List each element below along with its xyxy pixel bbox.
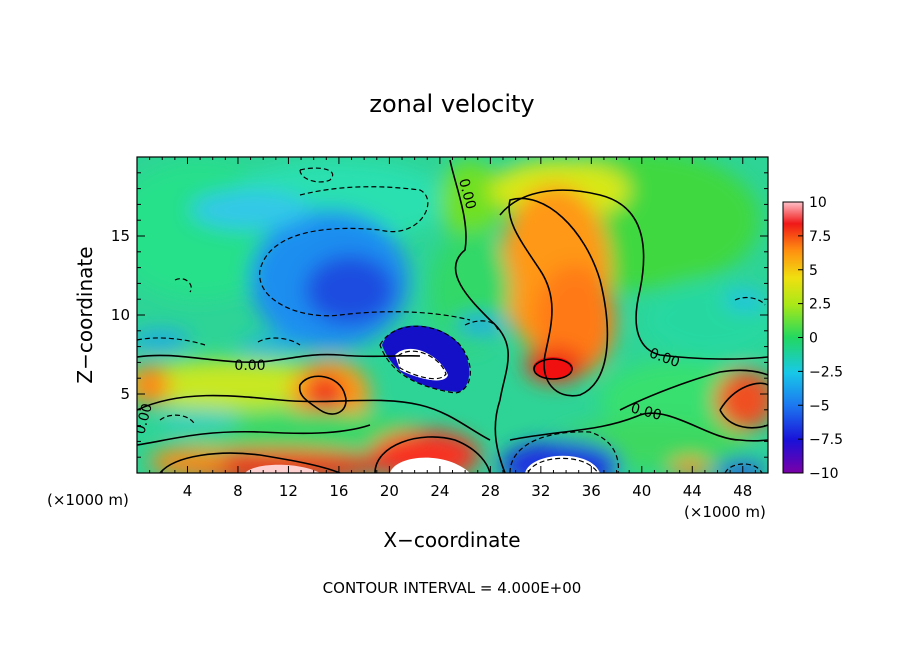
x-tick-label: 36 [582,482,601,500]
heatmap-field: 0.00 0.00 0.00 0.00 0.00 [137,157,768,473]
colorbar-tick-label: 0 [809,331,818,347]
negative-contour [299,167,334,183]
blob [307,375,343,415]
colorbar-tick-label: −7.5 [809,432,843,448]
colorbar-tick-label: −5 [809,398,830,414]
x-tick-label: 16 [329,482,348,500]
blob [715,460,765,473]
x-tick-label: 24 [430,482,449,500]
negative-contour [397,350,447,380]
chart-title: zonal velocity [369,90,534,118]
white-bottom-mid [525,455,600,473]
x-tick-label: 12 [279,482,298,500]
x-unit-left: (×1000 m) [47,491,129,509]
zero-contour [449,159,509,473]
x-axis-label: X−coordinate [383,528,520,552]
blob [670,460,710,473]
colorbar-ticks: 10 7.5 5 2.5 0 −2.5 −5 −7.5 −10 [798,195,843,482]
blob [160,408,240,432]
positive-contour [508,197,609,397]
negative-contour [159,414,196,426]
negative-contour [174,278,192,293]
x-tick-label: 20 [380,482,399,500]
zero-contour [137,353,421,364]
field-blobs [137,157,768,473]
y-tick-label: 15 [111,227,130,245]
x-tick-label: 28 [481,482,500,500]
blob [370,430,480,473]
x-unit-right: (×1000 m) [684,503,766,521]
x-tick-label: 32 [531,482,550,500]
contour-label: 0.00 [629,400,663,424]
blob [305,255,395,325]
colorbar-tick-label: 5 [809,263,818,279]
blob [137,365,170,405]
neg-contours [137,167,766,473]
x-tick-label: 44 [683,482,702,500]
colorbar-tick-label: 2.5 [809,297,831,313]
positive-contour [159,452,341,473]
colorbar-tick-label: −2.5 [809,364,843,380]
zero-contour [137,394,491,441]
zero-contour [509,412,768,442]
x-tick-label: 40 [632,482,651,500]
contour-interval-note: CONTOUR INTERVAL = 4.000E+00 [323,579,582,597]
blob [725,290,765,310]
positive-contour [298,375,347,415]
blob [715,370,768,430]
blob [190,190,310,230]
negative-contour [379,325,471,394]
blob [600,360,760,440]
x-axis: 4 8 12 16 20 24 28 32 36 40 44 48 [149,157,756,500]
positive-contour [374,436,491,473]
colorbar-tick-label: 10 [809,195,827,211]
negative-contour [509,431,619,473]
blob [240,337,300,353]
x-tick-label: 8 [233,482,243,500]
negative-contour [724,463,763,473]
blob [137,330,190,350]
contours [137,159,768,473]
contour-label: 0.00 [234,358,265,374]
x-tick-label: 48 [733,482,752,500]
contour-label: 0.00 [455,177,479,211]
y-axis-label: Z−coordinate [73,246,97,383]
colorbar-tick-label: 7.5 [809,229,831,245]
colorbar-tick-label: −10 [809,466,839,482]
white-bottom-left [390,457,470,473]
zero-contour [137,424,371,446]
y-tick-label: 10 [111,306,130,324]
negative-contour [259,186,471,321]
zero-contour [499,189,768,360]
zero-contour [619,369,768,411]
y-tick-label: 5 [120,385,130,403]
blob [150,448,230,472]
y-axis: 5 10 15 [111,172,768,458]
negative-contour [257,337,301,346]
negative-contour [734,296,766,306]
positive-core [533,357,573,379]
negative-contour [464,320,499,331]
positive-contour [533,358,573,380]
x-tick-label: 4 [183,482,193,500]
